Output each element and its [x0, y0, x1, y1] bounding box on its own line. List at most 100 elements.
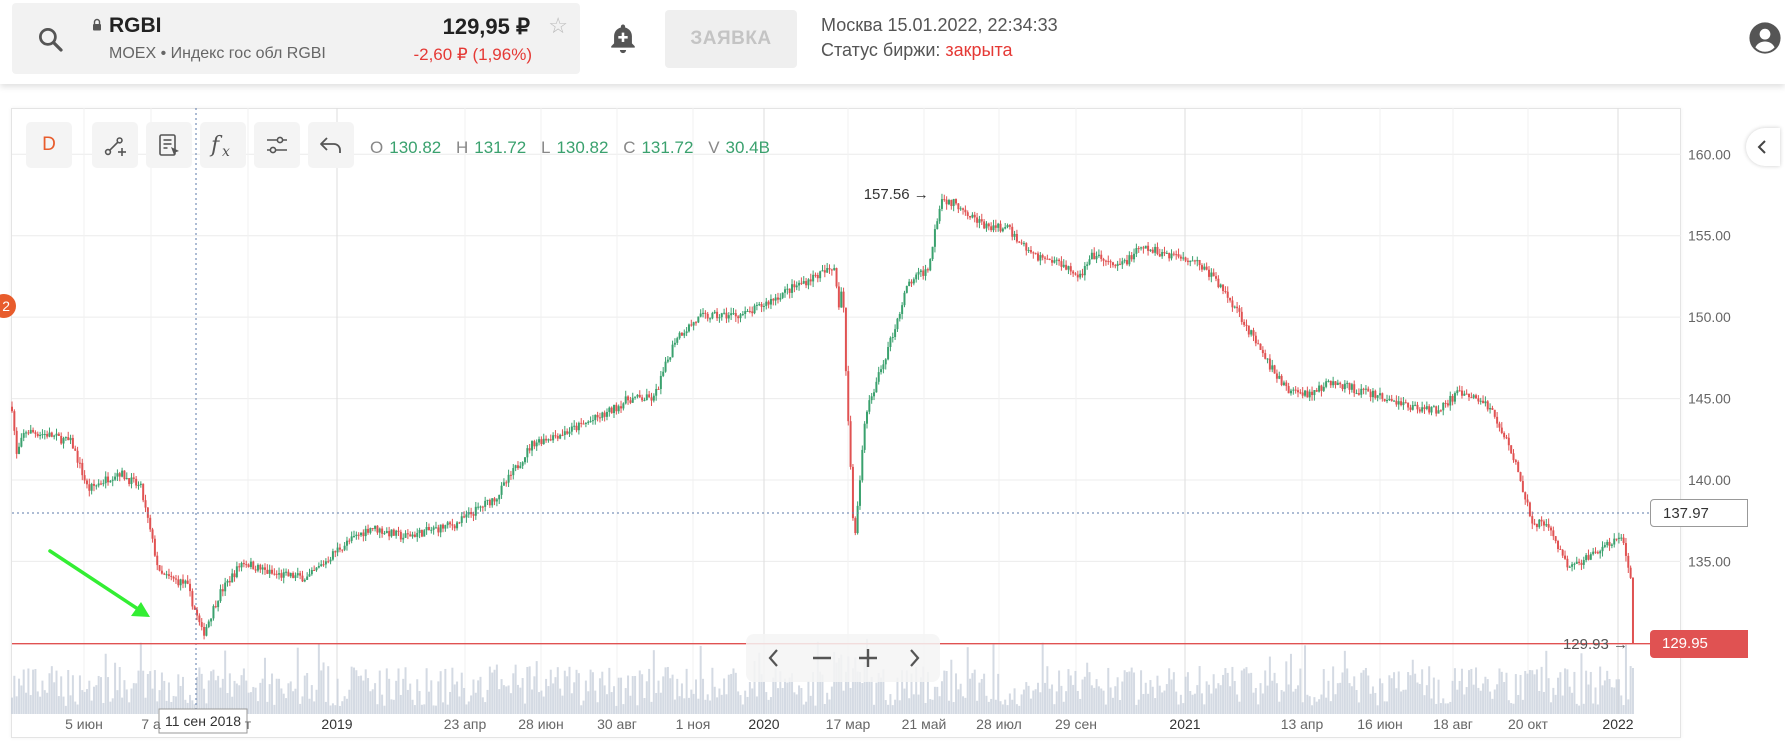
volume-bar	[1039, 692, 1042, 714]
volume-bar	[952, 702, 955, 714]
candle-body	[1585, 555, 1588, 561]
volume-bar	[1430, 698, 1433, 714]
volume-bar	[1505, 672, 1508, 714]
volume-bar	[849, 687, 852, 714]
candle-body	[500, 485, 503, 495]
candle-body	[174, 578, 177, 580]
volume-bar	[1004, 699, 1007, 714]
candle-body	[294, 575, 297, 578]
bell-plus-icon[interactable]	[606, 20, 640, 56]
volume-bar	[1629, 666, 1632, 714]
volume-bar	[786, 682, 789, 714]
candle-body	[566, 431, 569, 434]
candle-body	[947, 200, 950, 205]
volume-bar	[690, 689, 693, 714]
volume-bar	[1020, 694, 1023, 714]
settings-button[interactable]	[254, 122, 300, 168]
candle-body	[962, 208, 965, 210]
candle-body	[580, 422, 583, 424]
scroll-left-button[interactable]	[752, 634, 796, 682]
volume-bar	[390, 699, 393, 714]
x-tick-label: 28 июн	[518, 716, 564, 732]
order-button[interactable]: ЗАЯВКА	[665, 10, 797, 68]
draw-line-button[interactable]	[92, 122, 138, 168]
volume-bar	[1388, 675, 1391, 714]
candle-body	[1196, 260, 1199, 262]
candle-body	[795, 285, 798, 288]
chart-frame	[11, 108, 1681, 738]
function-button[interactable]: f x	[200, 122, 246, 168]
candle-body	[613, 404, 616, 414]
volume-bar	[1582, 703, 1585, 714]
chart-grid	[12, 108, 1681, 714]
candle-body	[781, 292, 784, 298]
user-icon[interactable]	[1748, 21, 1782, 55]
volume-bar	[1439, 703, 1442, 714]
candle-body	[1259, 343, 1262, 350]
volume-bar	[27, 668, 30, 714]
volume-bar	[1318, 699, 1321, 714]
candle-body	[992, 225, 995, 231]
volume-bar	[1074, 670, 1077, 714]
candle-body	[1299, 392, 1302, 394]
candle-body	[1449, 395, 1452, 406]
note-button[interactable]	[146, 122, 192, 168]
star-icon[interactable]: ☆	[548, 13, 568, 38]
candle-body	[60, 435, 63, 444]
undo-icon	[320, 137, 341, 153]
volume-bar	[1524, 670, 1527, 714]
ticker-card[interactable]: RGBI MOEX • Индекс гос обл RGBI 129,95 ₽…	[12, 3, 580, 74]
candle-body	[235, 566, 238, 578]
volume-bar	[85, 689, 88, 714]
candle-body	[706, 313, 709, 319]
volume-bar	[627, 675, 630, 714]
candle-body	[36, 433, 39, 437]
zoom-in-button[interactable]	[846, 634, 890, 682]
volume-bar	[355, 670, 358, 714]
volume-bar	[25, 692, 28, 714]
candle-body	[1278, 375, 1281, 379]
volume-bar	[807, 681, 810, 714]
volume-bar	[317, 643, 320, 714]
volume-bar	[1137, 699, 1140, 714]
volume-bar	[320, 670, 323, 714]
candle-body	[1135, 248, 1138, 254]
volume-bar	[271, 673, 274, 714]
volume-bar	[221, 678, 224, 714]
volume-bar	[1184, 676, 1187, 714]
candle-body	[22, 432, 25, 438]
collapse-panel-button[interactable]	[1746, 128, 1780, 166]
volume-bar	[488, 666, 491, 714]
volume-bar	[1456, 689, 1459, 714]
undo-button[interactable]	[308, 122, 354, 168]
volume-bar	[870, 676, 873, 714]
y-tick-label: 160.00	[1688, 146, 1731, 162]
price-chart[interactable]: 11 сен 2018 157.56 → 129.93 → 160.00 155.00…	[0, 108, 1785, 741]
candle-body	[1353, 384, 1356, 394]
candle-body	[889, 337, 892, 348]
candle-body	[1336, 382, 1339, 385]
volume-bar	[987, 701, 990, 714]
candle-body	[90, 483, 93, 491]
candle-body	[540, 439, 543, 445]
zoom-out-button[interactable]	[800, 634, 844, 682]
volume-bar	[854, 657, 857, 714]
volume-bar	[1287, 684, 1290, 714]
timeframe-button[interactable]: D	[26, 122, 72, 168]
alerts-badge[interactable]: 2	[0, 294, 16, 318]
volume-bar	[1062, 701, 1065, 714]
volume-bar	[1128, 671, 1131, 714]
candle-body	[1236, 306, 1239, 309]
scroll-right-button[interactable]	[892, 634, 936, 682]
volume-bar	[1496, 684, 1499, 714]
volume-bar	[1526, 673, 1529, 714]
search-icon[interactable]	[36, 25, 66, 55]
candle-body	[1297, 390, 1300, 393]
volume-bar	[1182, 703, 1185, 714]
candle-body	[1631, 577, 1634, 644]
volume-bar	[15, 696, 18, 714]
chart-panel[interactable]: 11 сен 2018 157.56 → 129.93 → 160.00 155.00…	[0, 108, 1785, 741]
volume-bar	[1029, 698, 1032, 714]
candle-body	[1118, 263, 1121, 265]
candle-body	[247, 564, 250, 567]
